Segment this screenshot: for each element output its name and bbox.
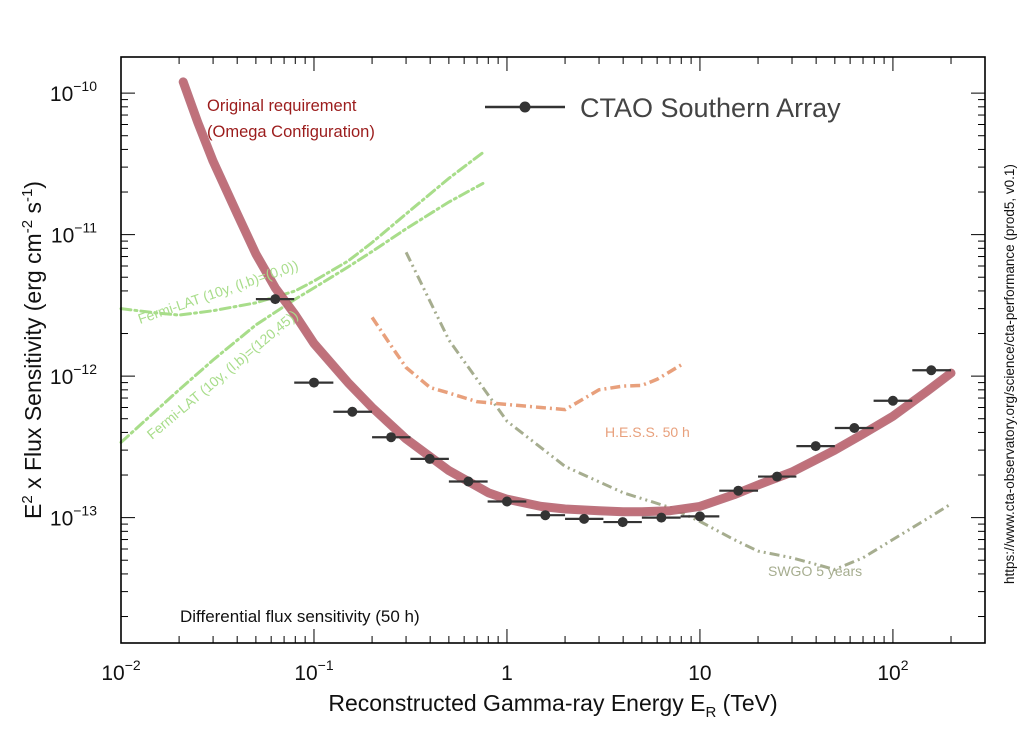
grid-and-ticks [120,57,986,643]
ctao-point [810,441,821,452]
fermi-curve [119,151,485,317]
x-tick-label: 10−1 [294,657,334,685]
source-url: https://www.cta-observatory.org/science/… [1002,164,1017,584]
hess-curve-layer [370,316,683,412]
x-tick-label: 1 [501,662,513,685]
ctao-point [501,496,512,507]
ctao-point [887,395,898,406]
swgo-label: SWGO 5 years [768,563,862,579]
swgo-curve-layer [404,251,952,572]
swgo-curve [404,251,952,572]
ctao-point [424,453,435,464]
ctao-points-layer [255,294,952,528]
ctao-point [656,512,667,523]
ctao-point [926,365,937,376]
ctao-point [849,422,860,433]
y-axis-label: E2 x Flux Sensitivity (erg cm-2 s-1) [19,181,46,519]
requirement-label-line2: (Omega Configuration) [207,123,375,141]
fermi-curves [119,151,485,444]
legend-marker [519,101,531,113]
fermi-label-2: Fermi-LAT (10y, (l,b)=(120,45)) [144,307,301,443]
ctao-point [347,406,358,417]
y-tick-label: 10−10 [50,78,97,106]
requirement-curve-layer [178,77,956,517]
plot-frame [120,56,986,644]
x-tick-label: 10−2 [101,657,141,685]
ctao-point [772,471,783,482]
requirement-curve [180,78,954,515]
ctao-point [733,485,744,496]
ctao-point [694,511,705,522]
legend-label: CTAO Southern Array [580,93,841,123]
fermi-curve [119,181,485,444]
differential-label: Differential flux sensitivity (50 h) [180,607,420,626]
requirement-label-line1: Original requirement [207,97,357,115]
ctao-point [463,476,474,487]
ctao-point [540,510,551,521]
x-tick-label: 102 [877,657,908,685]
x-axis-label: Reconstructed Gamma-ray Energy ER (TeV) [328,690,777,721]
ctao-point [270,294,281,305]
ctao-point [386,432,397,443]
y-tick-label: 10−11 [51,220,97,248]
ctao-point [617,517,628,528]
hess-curve [370,316,683,412]
y-tick-label: 10−13 [50,503,97,531]
ctao-point [308,377,319,388]
y-tick-label: 10−12 [50,361,97,389]
hess-label: H.E.S.S. 50 h [605,424,690,440]
ctao-point [579,513,590,524]
x-tick-label: 10 [688,662,711,685]
